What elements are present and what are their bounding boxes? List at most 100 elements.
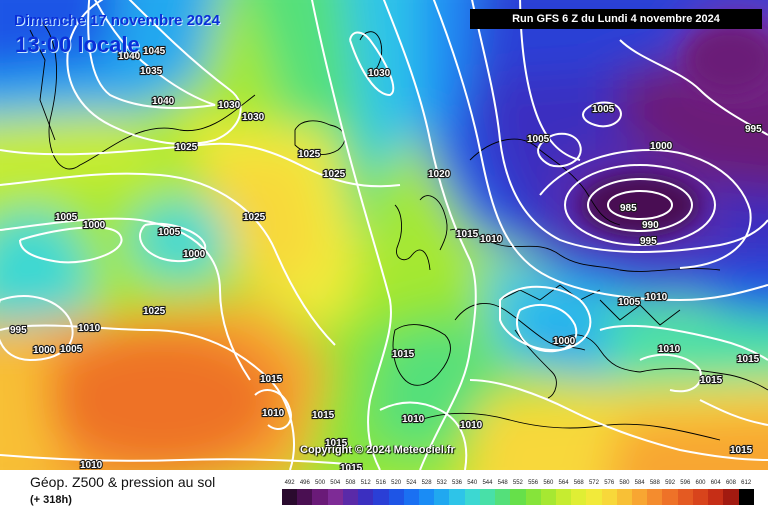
isobar-label: 1015 — [737, 354, 760, 365]
lead-time: (+ 318h) — [30, 494, 72, 506]
legend-value: 596 — [680, 480, 691, 486]
isobar-label: 1005 — [592, 104, 615, 115]
legend-value: 520 — [391, 480, 402, 486]
isobar-label: 1010 — [658, 344, 681, 355]
legend-swatch — [555, 489, 572, 505]
isobar-label: 985 — [620, 203, 637, 214]
legend-value: 540 — [467, 480, 478, 486]
isobar-label: 1000 — [83, 220, 106, 231]
legend-value: 536 — [452, 480, 463, 486]
isobar-label: 1040 — [152, 96, 175, 107]
legend-value: 588 — [649, 480, 660, 486]
legend-swatch — [312, 489, 328, 505]
isobar-label: 1030 — [242, 112, 265, 123]
legend-value: 504 — [330, 480, 341, 486]
isobar-label: 1000 — [553, 336, 576, 347]
isobar-label: 1030 — [368, 68, 391, 79]
copyright: Copyright © 2024 Meteociel.fr — [300, 444, 455, 456]
valid-time: 13:00 locale — [15, 32, 140, 57]
legend-value: 612 — [741, 480, 752, 486]
isobar-label: 1010 — [460, 420, 483, 431]
isobar-label: 1005 — [60, 344, 83, 355]
legend-labels: 492 496 500 504 508 512 516 520 524 528 532 536 540 5… — [282, 478, 754, 488]
isobar-label: 1010 — [78, 323, 101, 334]
isobar-label: 1015 — [325, 438, 348, 449]
legend-swatch — [510, 489, 526, 505]
legend-swatch — [586, 489, 602, 505]
isobar-label: 1045 — [143, 46, 166, 57]
legend-value: 500 — [315, 480, 326, 486]
legend-swatch — [282, 489, 298, 505]
legend-value: 544 — [482, 480, 493, 486]
legend-value: 576 — [604, 480, 615, 486]
isobar-label: 1010 — [645, 292, 668, 303]
legend-value: 556 — [528, 480, 539, 486]
legend-value: 548 — [497, 480, 508, 486]
legend-value: 564 — [558, 480, 569, 486]
isobar-label: 995 — [745, 124, 762, 135]
legend-swatch — [358, 489, 374, 505]
legend-value: 600 — [695, 480, 706, 486]
isobar-label: 1010 — [80, 460, 103, 470]
run-title: Run GFS 6 Z du Lundi 4 novembre 2024 — [470, 9, 762, 29]
isobar-label: 995 — [640, 236, 657, 247]
legend-swatch — [616, 489, 633, 505]
legend-swatch — [540, 489, 556, 505]
isobar-label: 1005 — [618, 297, 641, 308]
isobar-label: 1010 — [402, 414, 425, 425]
isobar-label: 1030 — [218, 100, 241, 111]
legend-swatch — [692, 489, 709, 505]
legend-value: 524 — [406, 480, 417, 486]
legend-swatch — [434, 489, 450, 505]
legend-value: 572 — [588, 480, 599, 486]
legend-swatches — [282, 489, 754, 505]
isobar-label: 1015 — [312, 410, 335, 421]
legend-swatch — [449, 489, 465, 505]
legend-swatch — [479, 489, 496, 505]
isobar-label: 1005 — [158, 227, 181, 238]
legend-swatch — [662, 489, 678, 505]
isobar-label: 1015 — [340, 463, 363, 470]
legend-value: 604 — [710, 480, 721, 486]
legend-value: 592 — [665, 480, 676, 486]
isobars — [0, 0, 768, 470]
legend-swatch — [738, 489, 754, 505]
isobar-label: 1015 — [260, 374, 283, 385]
legend-value: 560 — [543, 480, 554, 486]
isobar-label: 995 — [10, 325, 27, 336]
isobar-label: 1015 — [392, 349, 415, 360]
isobar-label: 1005 — [55, 212, 78, 223]
isobar-label: 1025 — [243, 212, 266, 223]
weather-map: 1030 1040 1045 1035 1040 1030 1025 1030 1025 1025… — [0, 0, 768, 470]
legend-value: 492 — [284, 480, 295, 486]
isobar-label: 1000 — [33, 345, 56, 356]
isobar-label: 1005 — [527, 134, 550, 145]
legend-swatch — [388, 489, 404, 505]
legend-swatch — [571, 489, 587, 505]
isobar-label: 1000 — [650, 141, 673, 152]
legend-swatch — [418, 489, 435, 505]
legend-value: 584 — [634, 480, 645, 486]
legend-value: 512 — [360, 480, 371, 486]
legend-value: 568 — [573, 480, 584, 486]
legend-swatch — [373, 489, 389, 505]
legend-value: 608 — [725, 480, 736, 486]
legend-value: 532 — [436, 480, 447, 486]
isobar-label: 1035 — [140, 66, 163, 77]
legend-swatch — [495, 489, 511, 505]
isobar-label: 1010 — [480, 234, 503, 245]
legend-swatch — [327, 489, 343, 505]
legend-value: 528 — [421, 480, 432, 486]
isobar-label: 1040 — [118, 51, 141, 62]
legend-value: 508 — [345, 480, 356, 486]
legend-swatch — [342, 489, 359, 505]
isobar-label: 1025 — [298, 149, 321, 160]
legend-swatch — [525, 489, 541, 505]
isobar-label: 1010 — [262, 408, 285, 419]
legend-value: 580 — [619, 480, 630, 486]
legend-value: 496 — [299, 480, 310, 486]
legend-value: 552 — [512, 480, 523, 486]
legend-swatch — [677, 489, 693, 505]
